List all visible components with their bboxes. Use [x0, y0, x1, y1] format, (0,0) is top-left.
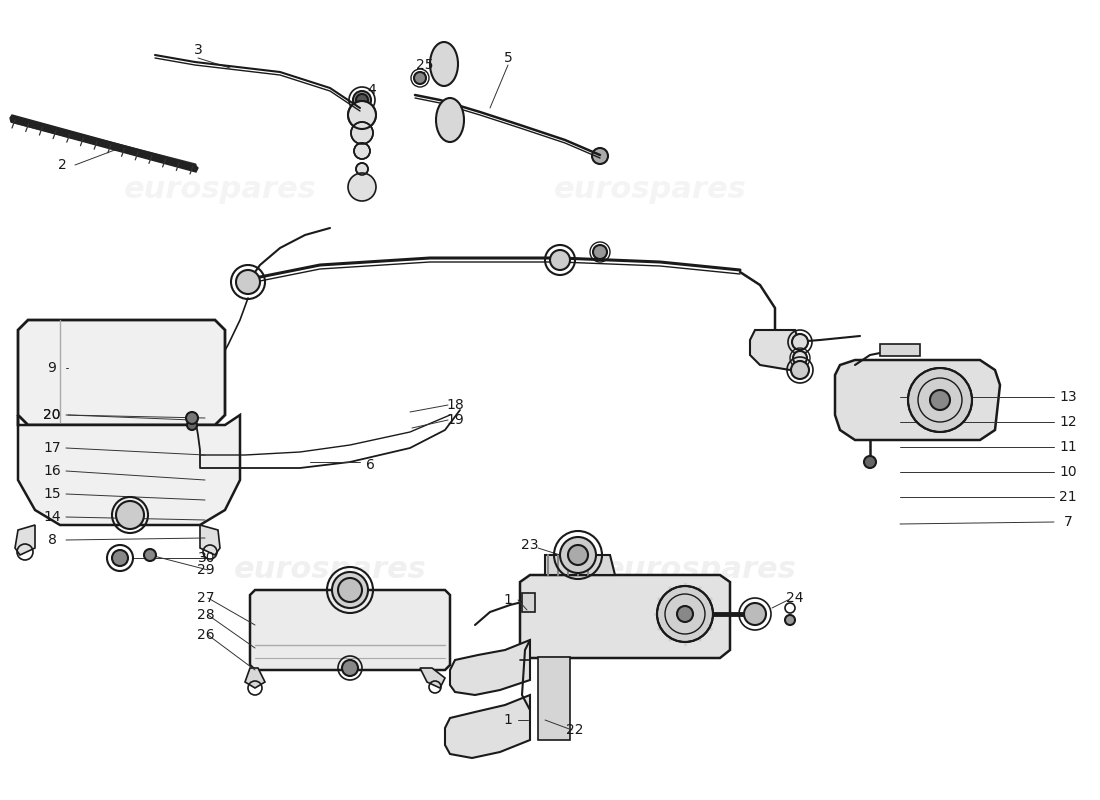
Polygon shape: [250, 590, 450, 670]
Polygon shape: [520, 575, 730, 658]
Circle shape: [116, 501, 144, 529]
Polygon shape: [522, 593, 535, 612]
Ellipse shape: [436, 98, 464, 142]
Text: 9: 9: [47, 361, 56, 375]
Text: 13: 13: [1059, 390, 1077, 404]
Text: 19: 19: [447, 413, 464, 427]
Text: 10: 10: [1059, 465, 1077, 479]
Circle shape: [864, 456, 876, 468]
Text: eurospares: eurospares: [233, 555, 427, 585]
Text: eurospares: eurospares: [604, 555, 796, 585]
Text: 28: 28: [197, 608, 215, 622]
Text: 5: 5: [504, 51, 513, 65]
Circle shape: [792, 334, 808, 350]
Text: 20: 20: [43, 408, 60, 422]
Circle shape: [354, 143, 370, 159]
Text: 26: 26: [197, 628, 215, 642]
Circle shape: [348, 173, 376, 201]
Circle shape: [342, 660, 358, 676]
Circle shape: [908, 368, 972, 432]
Circle shape: [785, 615, 795, 625]
Circle shape: [560, 537, 596, 573]
Polygon shape: [200, 525, 220, 555]
Circle shape: [112, 550, 128, 566]
Circle shape: [144, 549, 156, 561]
Circle shape: [187, 420, 197, 430]
Text: 6: 6: [365, 458, 374, 472]
Text: eurospares: eurospares: [123, 175, 317, 205]
Polygon shape: [446, 695, 530, 758]
Text: 11: 11: [1059, 440, 1077, 454]
Polygon shape: [18, 320, 226, 425]
Ellipse shape: [430, 42, 458, 86]
Circle shape: [356, 94, 369, 106]
Circle shape: [236, 270, 260, 294]
Circle shape: [592, 148, 608, 164]
Circle shape: [930, 390, 950, 410]
Text: 29: 29: [197, 563, 215, 577]
Text: 3: 3: [194, 43, 202, 57]
Polygon shape: [18, 415, 240, 525]
Circle shape: [550, 250, 570, 270]
Circle shape: [414, 72, 426, 84]
Text: 1: 1: [504, 713, 513, 727]
Text: 23: 23: [521, 538, 539, 552]
Text: 14: 14: [43, 510, 60, 524]
Circle shape: [332, 572, 368, 608]
Text: 12: 12: [1059, 415, 1077, 429]
Polygon shape: [420, 668, 446, 688]
Text: 15: 15: [43, 487, 60, 501]
Text: 1: 1: [504, 593, 513, 607]
Polygon shape: [538, 657, 570, 740]
Circle shape: [791, 361, 808, 379]
Circle shape: [338, 578, 362, 602]
Circle shape: [186, 412, 198, 424]
Text: 4: 4: [367, 83, 376, 97]
Bar: [880, 344, 920, 356]
Text: 25: 25: [416, 58, 433, 72]
Polygon shape: [15, 525, 35, 555]
Text: 17: 17: [43, 441, 60, 455]
Circle shape: [568, 545, 588, 565]
Text: 7: 7: [1064, 515, 1072, 529]
Text: eurospares: eurospares: [553, 175, 747, 205]
Circle shape: [348, 101, 376, 129]
Circle shape: [593, 245, 607, 259]
Circle shape: [351, 122, 373, 144]
Polygon shape: [450, 640, 530, 695]
Text: 30: 30: [198, 551, 214, 565]
Text: 22: 22: [566, 723, 584, 737]
Polygon shape: [245, 668, 265, 688]
Polygon shape: [750, 330, 800, 370]
Polygon shape: [544, 555, 615, 575]
Text: 21: 21: [1059, 490, 1077, 504]
Polygon shape: [10, 115, 198, 172]
Text: 24: 24: [786, 591, 804, 605]
Text: 18: 18: [447, 398, 464, 412]
Text: 8: 8: [47, 533, 56, 547]
Circle shape: [353, 91, 371, 109]
Circle shape: [793, 351, 807, 365]
Text: 2: 2: [57, 158, 66, 172]
Text: 16: 16: [43, 464, 60, 478]
Polygon shape: [835, 360, 1000, 440]
Circle shape: [676, 606, 693, 622]
Circle shape: [744, 603, 766, 625]
Circle shape: [657, 586, 713, 642]
Text: 27: 27: [198, 591, 214, 605]
Text: 20: 20: [43, 408, 60, 422]
Circle shape: [356, 163, 369, 175]
